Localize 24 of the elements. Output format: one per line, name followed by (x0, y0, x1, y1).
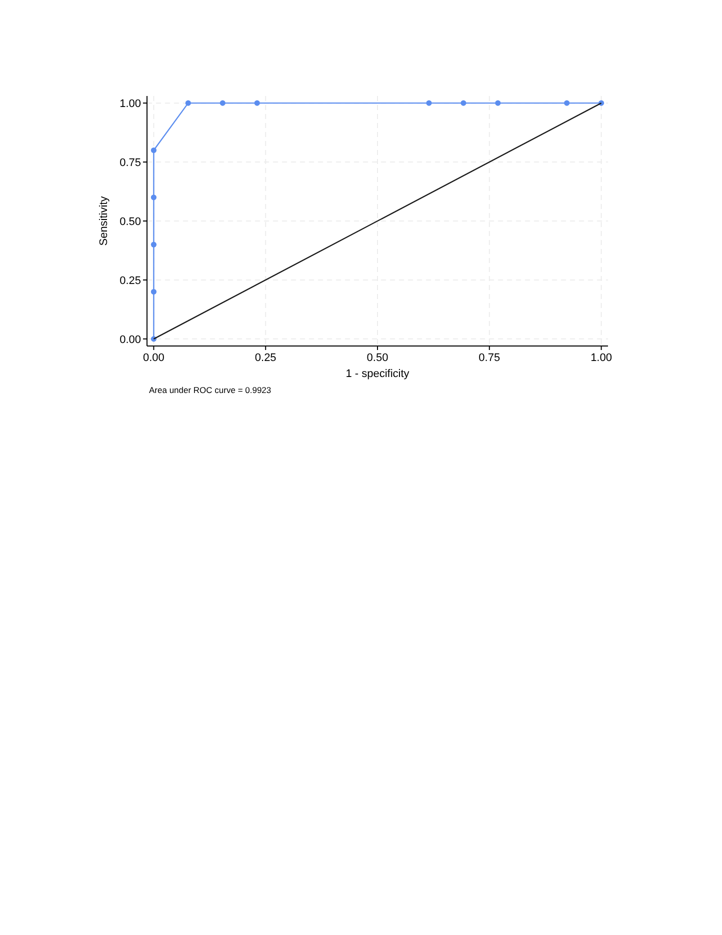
point (150, 147, 157, 154)
x-tick-label: 1.00 (590, 352, 612, 364)
x-tick-label: 0.75 (478, 352, 500, 364)
point (150, 288, 157, 295)
x-axis-title: 1 - specificity (346, 368, 410, 380)
text: Area under ROC curve = 0.9923 (149, 385, 272, 395)
point (426, 100, 432, 106)
y-axis-title: Sensitivity (98, 196, 110, 246)
x-tick-label: 0.00 (143, 352, 164, 364)
x-tick-label: 0.25 (254, 352, 276, 364)
point (495, 100, 501, 106)
y-tick-label: 0.00 (120, 334, 141, 346)
y-tick-label: 0.50 (120, 216, 141, 228)
point (185, 100, 191, 106)
point (460, 100, 466, 106)
y-tick-label: 1.00 (120, 98, 141, 110)
point (220, 100, 226, 106)
y-tick-label: 0.25 (120, 274, 141, 287)
x-tick-label: 0.50 (366, 352, 388, 364)
y-tick-label: 0.75 (120, 157, 141, 170)
point (150, 194, 157, 200)
point (564, 100, 570, 106)
point (254, 100, 260, 106)
point (150, 242, 157, 248)
